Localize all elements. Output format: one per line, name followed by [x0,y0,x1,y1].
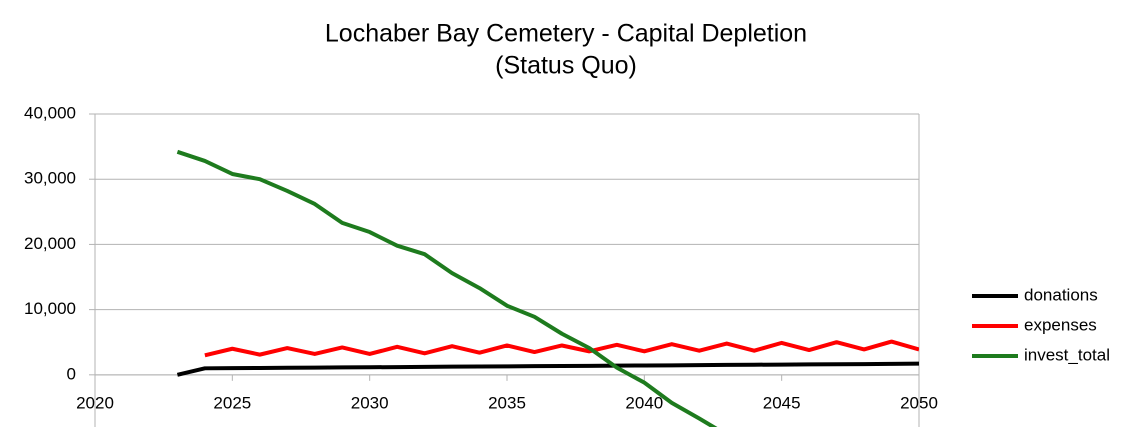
x-tick-label: 2030 [351,393,389,412]
x-tick-label: 2025 [213,393,251,412]
legend-label: expenses [1024,315,1097,334]
y-tick-label: 10,000 [24,299,76,318]
x-tick-label: 2040 [625,393,663,412]
legend-label: invest_total [1024,345,1110,364]
x-tick-label: 2020 [76,393,114,412]
y-tick-label: 40,000 [24,103,76,122]
y-tick-label: 0 [67,364,76,383]
plot-area [176,149,919,427]
series-line [176,149,718,427]
y-tick-label: 20,000 [24,234,76,253]
chart-subtitle: (Status Quo) [495,52,637,80]
legend-label: donations [1024,285,1098,304]
x-tick-label: 2035 [488,393,526,412]
y-tick-label: 30,000 [24,169,76,188]
chart-title: Lochaber Bay Cemetery - Capital Depletio… [325,20,807,48]
x-tick-label: 2045 [763,393,801,412]
series-line [204,339,919,358]
series-line [176,361,919,377]
x-tick-label: 2050 [900,393,938,412]
